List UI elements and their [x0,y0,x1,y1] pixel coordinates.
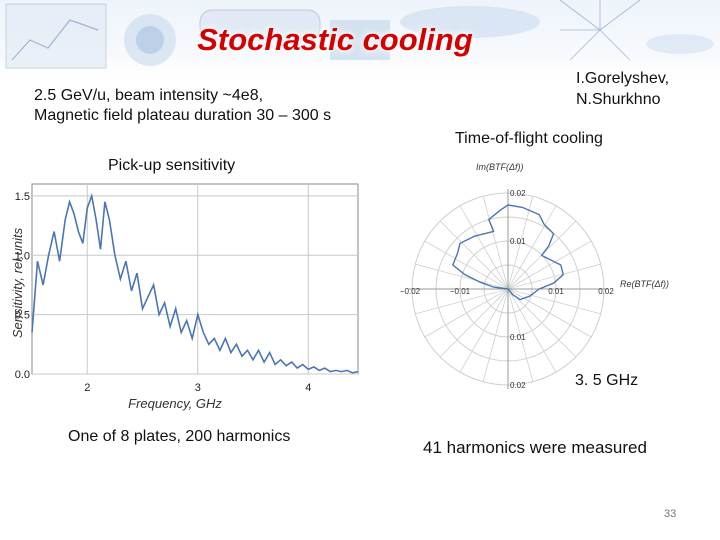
real-tick-label: −0.02 [400,287,421,296]
sensitivity-series-line [31,192,359,374]
x-tick-label: 3 [195,382,201,394]
harmonics-caption: 41 harmonics were measured [423,438,647,457]
y-tick-label: 1.5 [15,191,30,203]
x-tick-label: 2 [84,382,90,394]
real-tick-label: −0.01 [450,287,471,296]
author-line-1: I.Gorelyshev, [576,70,670,87]
imag-tick-label: 0.01 [510,333,526,342]
header-banner: Stochastic cooling [0,0,720,78]
slide-title: Stochastic cooling [197,22,473,57]
btf-polar-chart: −0.02 −0.01 0.01 0.02 0.02 0.01 0.01 0.02 Im(BTF… [400,162,669,390]
y-axis-label: Sensitivity, rel.units [10,227,25,338]
imag-axis-label: Im(BTF(Δf)) [476,162,524,172]
imag-tick-label: 0.02 [510,381,526,390]
real-axis-label: Re(BTF(Δf)) [620,279,669,289]
page-number: 33 [664,508,677,520]
btf-series-curve [452,204,564,301]
imag-tick-label: 0.02 [510,189,526,198]
pickup-sensitivity-label: Pick-up sensitivity [108,157,236,174]
y-tick-label: 0.5 [15,310,30,322]
banner-decoration [5,0,714,69]
sensitivity-chart: 0.0 0.5 1.0 1.5 2 3 4 Frequency, GHz Sensitivity… [10,183,359,411]
plates-caption: One of 8 plates, 200 harmonics [68,428,291,445]
imag-tick-label: 0.01 [510,237,526,246]
y-tick-label: 1.0 [15,250,30,262]
plot-frame [31,183,359,375]
author-line-2: N.Shurkhno [576,91,661,108]
x-tick-label: 4 [305,382,311,394]
authors: I.Gorelyshev, N.Shurkhno [576,68,669,110]
real-tick-label: 0.02 [598,287,614,296]
params-line-1: 2.5 GeV/u, beam intensity ~4e8, [34,87,264,104]
y-tick-label: 0.0 [15,369,30,381]
frequency-marker-label: 3. 5 GHz [575,372,639,389]
tof-cooling-label: Time-of-flight cooling [455,130,603,147]
params-line-2: Magnetic field plateau duration 30 – 300… [34,107,332,124]
x-axis-label: Frequency, GHz [128,396,222,411]
real-tick-label: 0.01 [548,287,564,296]
beam-parameters: 2.5 GeV/u, beam intensity ~4e8, Magnetic… [34,86,331,126]
